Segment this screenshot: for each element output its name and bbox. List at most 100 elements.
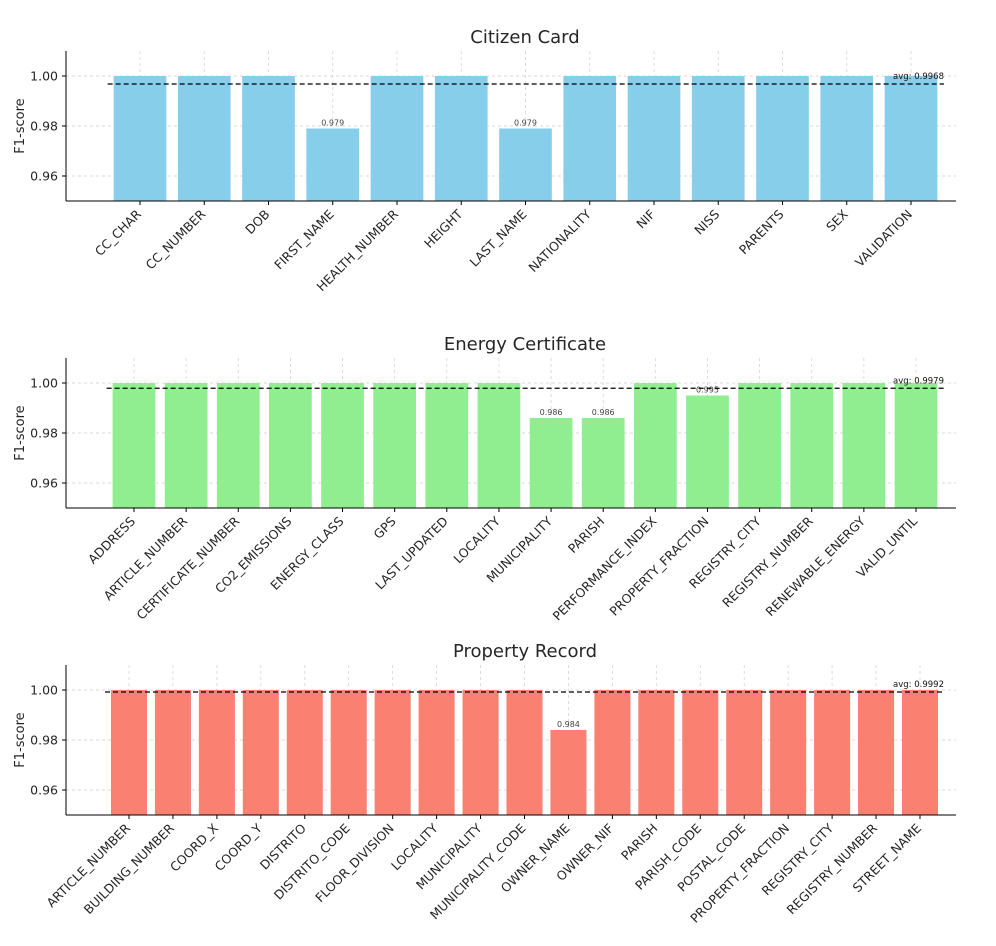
bar bbox=[216, 383, 260, 508]
bar bbox=[814, 690, 851, 815]
x-tick-label: RENEWABLE_ENERGY bbox=[762, 513, 868, 619]
bar bbox=[738, 383, 781, 508]
bar bbox=[373, 383, 417, 508]
bar bbox=[842, 383, 886, 508]
bar bbox=[112, 383, 156, 508]
bar bbox=[894, 383, 938, 508]
bar bbox=[177, 76, 231, 201]
chart-title: Energy Certificate bbox=[444, 334, 606, 355]
x-tick-label: VALIDATION bbox=[852, 207, 915, 270]
bar bbox=[477, 383, 521, 508]
data-label: 0.986 bbox=[592, 408, 615, 417]
bar bbox=[506, 690, 543, 815]
data-label: 0.984 bbox=[557, 720, 580, 729]
bar bbox=[790, 383, 834, 508]
y-tick-label: 0.98 bbox=[30, 426, 58, 441]
x-tick-label: CC_CHAR bbox=[92, 206, 145, 259]
avg-label: avg: 0.9979 bbox=[893, 376, 944, 386]
bar bbox=[374, 690, 411, 815]
x-tick-label: LAST_NAME bbox=[467, 206, 530, 269]
bar bbox=[633, 383, 677, 508]
y-tick-label: 0.96 bbox=[30, 783, 58, 798]
y-axis-label: F1-score bbox=[13, 98, 28, 153]
chart-title: Property Record bbox=[453, 641, 597, 662]
x-tick-label: FIRST_NAME bbox=[271, 206, 337, 272]
bar bbox=[306, 128, 360, 201]
bar bbox=[638, 690, 675, 815]
bar bbox=[563, 76, 617, 201]
bar bbox=[901, 690, 939, 815]
x-tick-label: ADDRESS bbox=[85, 513, 138, 566]
y-tick-label: 0.98 bbox=[30, 119, 58, 134]
x-tick-label: ARTICLE_NUMBER bbox=[43, 820, 133, 910]
bar bbox=[499, 128, 552, 201]
bar bbox=[154, 690, 191, 815]
avg-label: avg: 0.9968 bbox=[893, 72, 944, 82]
bar bbox=[884, 76, 938, 201]
x-tick-label: DOB bbox=[242, 207, 272, 237]
x-tick-label: PERFORMANCE_INDEX bbox=[549, 513, 659, 623]
bar bbox=[858, 690, 895, 815]
bar bbox=[691, 76, 745, 201]
x-tick-label: REGISTRY_NUMBER bbox=[719, 513, 816, 610]
x-tick-label: COORD_Y bbox=[211, 820, 265, 874]
bar bbox=[726, 690, 763, 815]
data-label: 0.986 bbox=[540, 408, 563, 417]
x-tick-label: PARISH bbox=[618, 821, 660, 863]
x-tick-label: NIF bbox=[633, 207, 658, 232]
data-label: 0.995 bbox=[696, 386, 719, 395]
chart-title: Citizen Card bbox=[470, 27, 579, 48]
x-tick-label: PARISH bbox=[565, 514, 607, 556]
bar bbox=[110, 690, 148, 815]
x-tick-label: NISS bbox=[691, 206, 722, 237]
y-tick-label: 1.00 bbox=[30, 376, 58, 391]
bar bbox=[682, 690, 719, 815]
x-tick-label: CC_NUMBER bbox=[142, 206, 208, 272]
bar bbox=[418, 690, 455, 815]
data-label: 0.979 bbox=[321, 119, 344, 128]
x-tick-label: PARENTS bbox=[736, 206, 787, 257]
bar bbox=[686, 395, 729, 508]
bar bbox=[321, 383, 364, 508]
bar bbox=[269, 383, 312, 508]
subplot-3: Property Record 0.984 avg: 0.9992 0.96 0.98 1… bbox=[13, 641, 956, 926]
bar bbox=[330, 690, 367, 815]
x-tick-label: LOCALITY bbox=[450, 513, 503, 566]
bar bbox=[529, 418, 573, 508]
bar bbox=[286, 690, 323, 815]
x-tick-label: NATIONALITY bbox=[525, 206, 594, 275]
bar bbox=[756, 76, 809, 201]
bar bbox=[594, 690, 631, 815]
avg-label: avg: 0.9992 bbox=[893, 680, 944, 690]
data-label: 0.979 bbox=[514, 119, 537, 128]
bar bbox=[242, 76, 295, 201]
y-axis-label: F1-score bbox=[13, 405, 28, 460]
x-tick-label: COORD_X bbox=[167, 820, 221, 874]
bar bbox=[462, 690, 499, 815]
bar bbox=[820, 76, 874, 201]
x-tick-label: GPS bbox=[370, 513, 398, 541]
bar bbox=[113, 76, 167, 201]
x-tick-label: HEIGHT bbox=[421, 206, 466, 251]
y-tick-label: 1.00 bbox=[30, 683, 58, 698]
bar bbox=[770, 690, 807, 815]
y-axis-label: F1-score bbox=[13, 712, 28, 767]
x-tick-label: CERTIFICATE_NUMBER bbox=[133, 513, 242, 622]
bar bbox=[434, 76, 488, 201]
bar bbox=[164, 383, 208, 508]
bar bbox=[242, 690, 279, 815]
x-tick-label: SEX bbox=[823, 206, 851, 234]
x-tick-label: PROPERTY_FRACTION bbox=[606, 514, 711, 619]
x-tick-label: FLOOR_DIVISION bbox=[312, 821, 397, 906]
bar bbox=[370, 76, 424, 201]
bar bbox=[425, 383, 469, 508]
x-tick-label: DISTRITO_CODE bbox=[271, 820, 353, 902]
bar bbox=[627, 76, 681, 201]
subplot-1: Citizen Card 0.979 0.979 avg: 0.9968 0.96 0.9… bbox=[13, 27, 956, 294]
y-tick-label: 0.96 bbox=[30, 476, 58, 491]
y-tick-label: 0.96 bbox=[30, 169, 58, 184]
y-tick-label: 0.98 bbox=[30, 733, 58, 748]
bar bbox=[198, 690, 235, 815]
subplot-2: Energy Certificate 0.986 0.986 0.995 avg: 0.… bbox=[13, 334, 956, 623]
